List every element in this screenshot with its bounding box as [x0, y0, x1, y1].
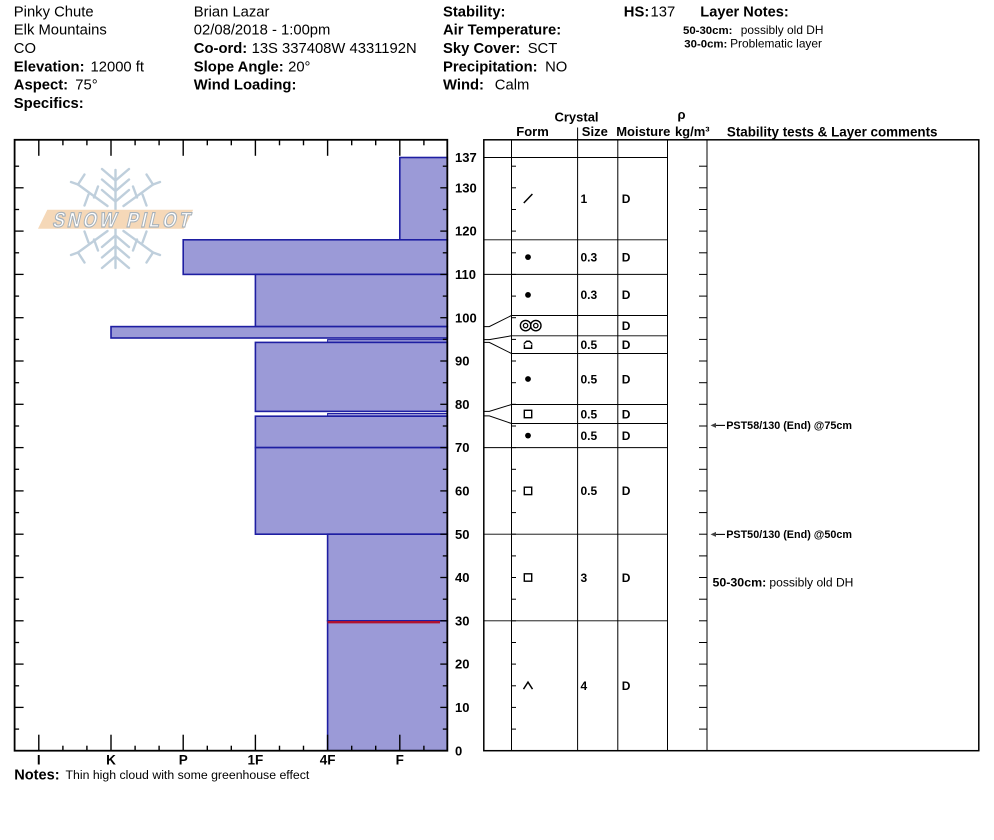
svg-text:4F: 4F [320, 753, 336, 768]
svg-text:D: D [622, 319, 631, 333]
svg-text:SNOW PILOT: SNOW PILOT [51, 209, 196, 233]
svg-text:Pinky Chute: Pinky Chute [14, 4, 94, 20]
svg-text:50-30cm:possibly old DH: 50-30cm: possibly old DH [683, 23, 823, 37]
svg-text:Moisture: Moisture [616, 124, 670, 139]
svg-text:60: 60 [455, 484, 469, 499]
svg-text:0.5: 0.5 [581, 484, 598, 498]
svg-text:130: 130 [455, 180, 477, 195]
svg-text:HS:137: HS:137 [624, 4, 675, 20]
svg-text:P: P [179, 753, 188, 768]
svg-text:3: 3 [581, 571, 588, 585]
svg-text:10: 10 [455, 700, 469, 715]
svg-text:1: 1 [581, 192, 588, 206]
svg-text:Co-ord:13S 337408W 4331192N: Co-ord: 13S 337408W 4331192N [194, 41, 417, 57]
svg-text:0.5: 0.5 [581, 429, 598, 443]
svg-text:D: D [622, 338, 631, 352]
svg-text:D: D [622, 288, 631, 302]
svg-text:D: D [622, 192, 631, 206]
svg-text:0.3: 0.3 [581, 288, 598, 302]
svg-text:80: 80 [455, 397, 469, 412]
svg-text:30-0cm:Problematic layer: 30-0cm: Problematic layer [684, 37, 822, 51]
svg-text:PST50/130 (End) @50cm: PST50/130 (End) @50cm [726, 529, 852, 541]
svg-text:Slope Angle:20°: Slope Angle: 20° [194, 59, 311, 75]
svg-text:Air Temperature:: Air Temperature: [443, 23, 561, 39]
svg-text:Layer Notes:: Layer Notes: [700, 5, 788, 21]
svg-text:50-30cm:possibly old DH: 50-30cm: possibly old DH [713, 576, 854, 590]
svg-text:D: D [622, 407, 631, 421]
svg-text:Aspect:75°: Aspect: 75° [14, 78, 98, 94]
svg-text:K: K [106, 753, 116, 768]
svg-text:50: 50 [455, 527, 469, 542]
svg-text:90: 90 [455, 354, 469, 369]
svg-text:D: D [622, 484, 631, 498]
svg-text:0.3: 0.3 [581, 250, 598, 264]
svg-text:02/08/2018 - 1:00pm: 02/08/2018 - 1:00pm [194, 23, 331, 39]
svg-text:CO: CO [14, 41, 36, 57]
svg-text:D: D [622, 429, 631, 443]
svg-text:D: D [622, 571, 631, 585]
svg-text:100: 100 [455, 310, 477, 325]
svg-text:ρ: ρ [677, 107, 685, 122]
svg-text:70: 70 [455, 440, 469, 455]
svg-text:Form: Form [516, 124, 549, 139]
svg-text:0: 0 [455, 743, 462, 758]
svg-text:20: 20 [455, 657, 469, 672]
svg-text:Notes:: Notes: [14, 768, 59, 784]
svg-text:Specifics:: Specifics: [14, 96, 84, 112]
svg-text:30: 30 [455, 613, 469, 628]
svg-text:0.5: 0.5 [581, 338, 598, 352]
svg-text:I: I [37, 753, 41, 768]
svg-text:0.5: 0.5 [581, 372, 598, 386]
svg-text:Elevation:12000 ft: Elevation: 12000 ft [14, 59, 144, 75]
svg-text:Elk Mountains: Elk Mountains [14, 23, 107, 39]
svg-text:4: 4 [581, 679, 588, 693]
svg-text:137: 137 [455, 150, 477, 165]
svg-text:F: F [396, 753, 404, 768]
svg-text:PST58/130 (End) @75cm: PST58/130 (End) @75cm [726, 420, 852, 432]
svg-text:Wind Loading:: Wind Loading: [194, 78, 297, 94]
svg-text:1F: 1F [248, 753, 264, 768]
svg-text:D: D [622, 372, 631, 386]
svg-text:0.5: 0.5 [581, 407, 598, 421]
svg-text:Thin high cloud with some gree: Thin high cloud with some greenhouse eff… [66, 768, 310, 782]
svg-text:110: 110 [455, 267, 476, 282]
svg-text:D: D [622, 250, 631, 264]
svg-text:Sky Cover:SCT: Sky Cover: SCT [443, 41, 557, 57]
svg-text:120: 120 [455, 224, 477, 239]
svg-text:Size: Size [582, 124, 608, 139]
svg-text:Crystal: Crystal [554, 110, 598, 125]
svg-text:Brian Lazar: Brian Lazar [194, 4, 270, 20]
svg-text:Stability tests & Layer commen: Stability tests & Layer comments [727, 124, 938, 139]
svg-text:Wind:Calm: Wind: Calm [443, 78, 529, 94]
svg-text:Precipitation:NO: Precipitation: NO [443, 59, 567, 75]
svg-text:kg/m³: kg/m³ [675, 124, 710, 139]
svg-text:40: 40 [455, 570, 469, 585]
svg-text:Stability:: Stability: [443, 4, 505, 20]
svg-text:D: D [622, 679, 631, 693]
